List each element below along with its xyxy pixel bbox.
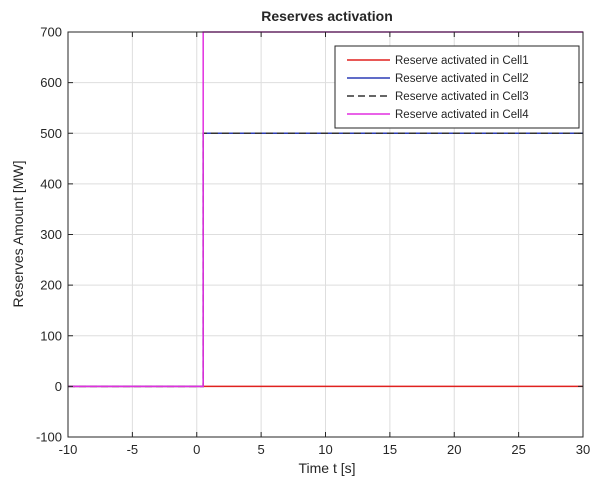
y-tick-label: 100 — [40, 328, 62, 343]
x-tick-label: 5 — [258, 442, 265, 457]
legend-label-3: Reserve activated in Cell3 — [395, 91, 529, 103]
y-tick-label: 300 — [40, 227, 62, 242]
legend: Reserve activated in Cell1 Reserve activa… — [334, 45, 580, 129]
y-tick-label: -100 — [36, 430, 62, 445]
chart-title: Reserves activation — [261, 8, 393, 24]
x-tick-label: 20 — [447, 442, 461, 457]
y-tick-label: 600 — [40, 75, 62, 90]
x-tick-label: 10 — [318, 442, 332, 457]
legend-label-1: Reserve activated in Cell1 — [395, 55, 529, 67]
y-axis-label: Reserves Amount [MW] — [10, 160, 26, 307]
x-tick-label: -10 — [59, 442, 78, 457]
legend-label-2: Reserve activated in Cell2 — [395, 73, 529, 85]
x-tick-label: 15 — [383, 442, 397, 457]
y-tick-label: 0 — [55, 379, 62, 394]
x-tick-label: 30 — [576, 442, 590, 457]
x-tick-label: -5 — [127, 442, 139, 457]
y-tick-label: 500 — [40, 126, 62, 141]
axis-ticks: -10 -5 0 5 10 15 20 25 30 -100 0 100 200 300 400 500 600… — [36, 25, 590, 458]
legend-label-4: Reserve activated in Cell4 — [395, 109, 529, 121]
y-tick-label: 700 — [40, 25, 62, 40]
x-tick-label: 25 — [511, 442, 525, 457]
y-tick-label: 200 — [40, 278, 62, 293]
x-axis-label: Time t [s] — [298, 460, 355, 476]
x-tick-label: 0 — [193, 442, 200, 457]
y-tick-label: 400 — [40, 176, 62, 191]
